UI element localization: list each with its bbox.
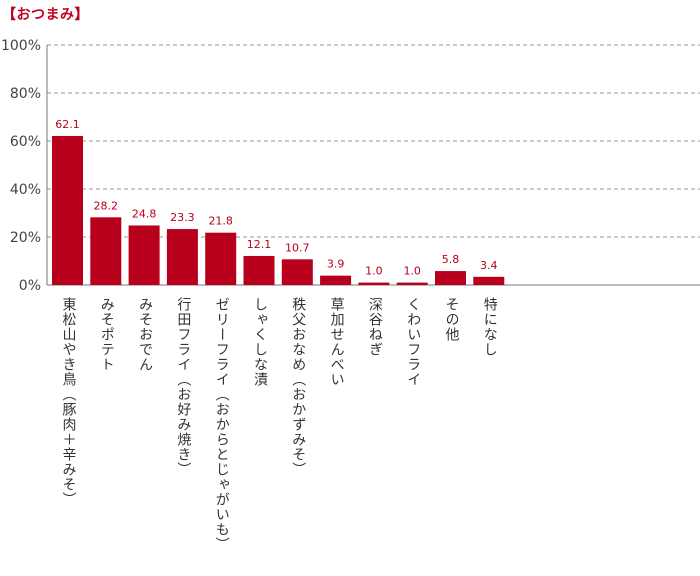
y-tick-label: 20% [10, 230, 41, 246]
bar [52, 135, 83, 285]
y-tick-label: 80% [10, 86, 41, 102]
bar [90, 217, 122, 285]
bar [166, 229, 198, 285]
x-tick-label: 東松山やき鳥（豚肉＋辛みそ） [60, 297, 77, 507]
bar [473, 276, 505, 285]
x-tick-label: 秩父おなめ（おかずみそ） [290, 297, 307, 477]
y-tick-label: 40% [10, 182, 41, 198]
x-tick-label: 行田フライ（お好み焼き） [175, 297, 192, 477]
x-tick-label: しゃくしな漬 [252, 297, 268, 387]
x-tick-label: みそおでん [137, 297, 154, 372]
data-label: 21.8 [208, 215, 233, 228]
bar [128, 225, 160, 285]
data-label: 24.8 [132, 207, 157, 220]
data-label: 1.0 [403, 265, 421, 278]
data-label: 10.7 [285, 241, 310, 254]
data-label: 12.1 [247, 238, 272, 251]
data-label: 5.8 [442, 253, 460, 266]
data-label: 23.3 [170, 211, 195, 224]
bar [320, 275, 352, 285]
data-label: 62.1 [55, 118, 80, 131]
bar [358, 282, 390, 285]
data-label: 1.0 [365, 265, 383, 278]
x-tick-label: みそポテト [98, 297, 115, 372]
data-label: 28.2 [94, 199, 119, 212]
data-label: 3.9 [327, 258, 345, 271]
chart-title: 【おつまみ】 [2, 7, 89, 23]
bar [205, 232, 237, 285]
bar [396, 282, 428, 285]
x-tick-label: 深谷ねぎ [366, 297, 383, 357]
y-tick-label: 100% [1, 38, 41, 54]
data-label: 3.4 [480, 259, 498, 272]
bar [435, 271, 466, 285]
y-tick-label: 0% [19, 278, 41, 294]
x-tick-label: その他 [443, 297, 460, 342]
bar [243, 255, 275, 285]
bar [281, 259, 313, 285]
x-tick-label: 特になし [481, 297, 498, 357]
x-tick-label: 草加せんべい [328, 297, 345, 387]
x-tick-label: ゼリーフライ（おからとじゃがいも） [213, 297, 230, 552]
x-tick-label: くわいフライ [405, 297, 422, 387]
y-tick-label: 60% [10, 134, 41, 150]
